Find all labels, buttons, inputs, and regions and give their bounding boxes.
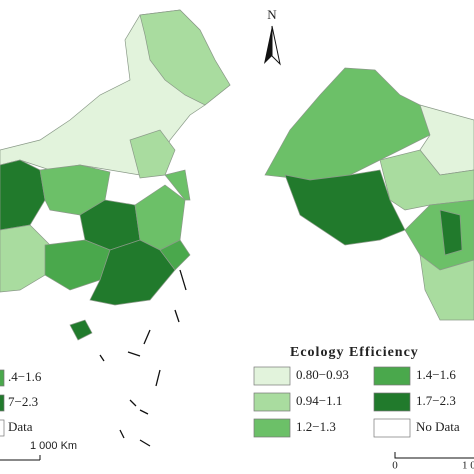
legend-title: Ecology Efficiency [290,345,419,360]
left-scale-bar [0,455,41,461]
legend-swatch [253,418,291,438]
right-map [264,67,474,321]
legend-label: 0.94−1.1 [296,393,342,408]
legend-label: 1.4−1.6 [416,367,456,382]
north-label: N [267,7,277,22]
legend-label: 1.7−2.3 [416,393,456,408]
scale-label: 0 [392,460,398,472]
scale-label: 1 0 [462,460,474,472]
legend-swatch [0,369,5,387]
left-map [0,9,231,447]
legend-swatch [0,419,5,437]
north-arrow: N [264,7,281,66]
legend-label: Data [8,419,33,434]
legend-swatch [373,366,411,386]
legend-label: 0.80−0.93 [296,367,349,382]
right-legend: 0.80−0.93 0.94−1.1 1.2−1.3 1.4−1.6 1.7−2.3 No… [253,366,460,438]
left-scale-label: 1 000 Km [30,440,77,452]
legend-label: .4−1.6 [8,369,42,384]
legend-label: No Data [416,419,460,434]
legend-swatch [373,418,411,438]
legend-swatch [253,392,291,412]
left-legend: .4−1.6 7−2.3 Data [0,369,42,437]
legend-swatch [373,392,411,412]
legend-label: 1.2−1.3 [296,419,336,434]
legend-swatch [253,366,291,386]
right-scale-bar [394,452,474,459]
legend-label: 7−2.3 [8,394,38,409]
legend-swatch [0,394,5,412]
